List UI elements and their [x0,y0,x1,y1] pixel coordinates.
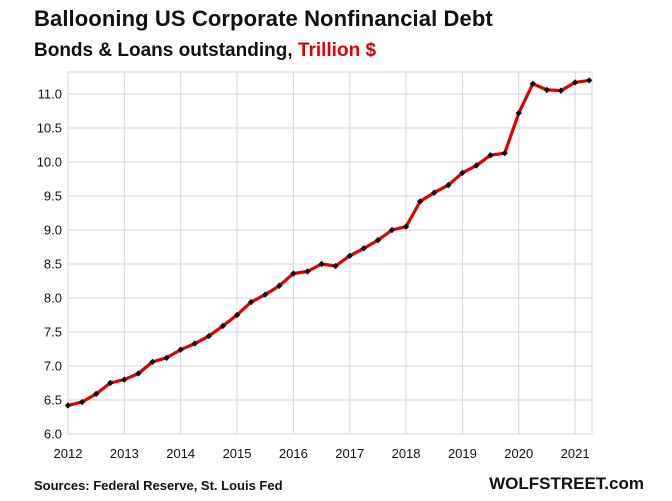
data-point [64,402,72,409]
x-tick-label: 2018 [392,446,421,461]
data-point [290,270,297,277]
data-point [262,291,269,298]
y-tick-label: 8.5 [44,257,62,272]
x-tick-label: 2014 [166,446,195,461]
y-tick-label: 10.5 [37,121,62,136]
y-axis-ticks: 6.0 6.5 7.0 7.5 8.0 8.5 9.0 9.5 10.0 10.5 11.0 [37,87,62,442]
data-point [318,260,325,268]
x-axis-ticks: 2012 2013 2014 2015 2016 2017 2018 2019 2020 2021 [54,446,590,461]
subtitle-text: Bonds & Loans outstanding, [34,40,293,61]
series-line [66,78,591,407]
data-point [585,77,593,84]
data-point [247,298,255,306]
y-tick-label: 9.5 [44,189,62,204]
data-point [431,189,438,196]
data-point [501,149,508,157]
y-tick-label: 6.0 [44,427,62,442]
data-point [177,346,184,353]
data-point [219,322,227,330]
data-point [557,87,565,94]
data-point [473,162,480,169]
x-tick-label: 2015 [223,446,252,461]
x-tick-label: 2016 [279,446,308,461]
line-chart: 6.0 6.5 7.0 7.5 8.0 8.5 9.0 9.5 10.0 10.5 11.0 201… [37,71,593,461]
data-point [205,332,213,340]
data-point [135,370,142,377]
data-point [388,226,396,234]
x-tick-label: 2013 [110,446,139,461]
x-tick-label: 2017 [335,446,364,461]
data-point [543,86,551,94]
chart-title: Ballooning US Corporate Nonfinancial Deb… [34,6,493,31]
data-point [121,376,128,383]
x-tick-label: 2020 [504,446,533,461]
y-tick-label: 9.0 [44,223,62,238]
data-point [149,358,156,366]
data-point [571,79,579,86]
data-point [276,282,283,289]
data-point [346,252,353,260]
y-tick-label: 7.0 [44,359,62,374]
x-tick-label: 2021 [561,446,590,461]
subtitle-unit: Trillion $ [297,40,377,61]
y-tick-label: 7.5 [44,325,62,340]
x-tick-label: 2019 [448,446,477,461]
y-tick-label: 10.0 [37,155,62,170]
data-point [191,340,198,347]
data-point [233,311,241,319]
series-group [64,77,593,409]
x-tick-label: 2012 [54,446,83,461]
y-tick-label: 6.5 [44,393,62,408]
data-point [374,237,382,244]
data-point [304,268,311,275]
data-point [163,354,170,362]
data-point [487,152,494,159]
data-point [402,223,410,230]
data-point [445,181,452,189]
chart-subtitle: Bonds & Loans outstanding, Trillion $ [34,40,376,62]
data-point [529,80,537,87]
y-tick-label: 11.0 [38,87,62,102]
data-point [107,379,114,387]
y-tick-label: 8.0 [44,291,62,306]
brand-label: WOLFSTREET.com [489,474,644,493]
data-point [416,198,424,205]
data-point [515,109,522,117]
grid-lines [67,71,593,435]
data-point [92,390,100,398]
data-point [360,245,368,252]
data-point [459,169,466,177]
data-point [78,398,86,406]
data-point [332,262,339,270]
source-note: Sources: Federal Reserve, St. Louis Fed [34,478,283,493]
